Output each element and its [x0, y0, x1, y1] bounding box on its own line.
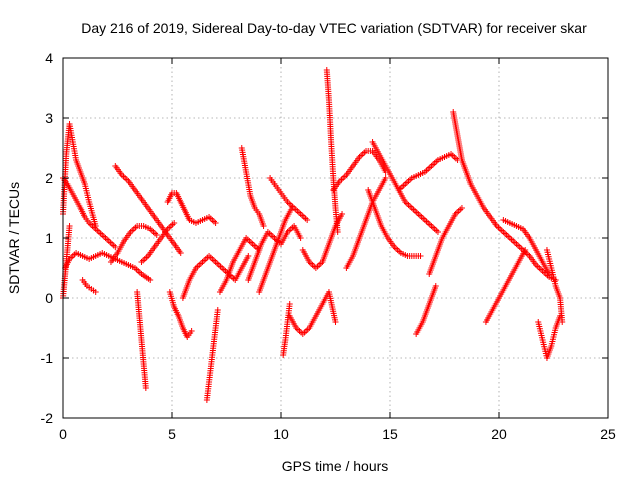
data-point — [260, 223, 267, 229]
series-track-q — [256, 205, 295, 295]
data-point — [339, 211, 346, 217]
series-track-m — [203, 307, 221, 403]
series-track-w — [330, 148, 389, 193]
x-axis-label: GPS time / hours — [282, 458, 389, 474]
data-point — [214, 307, 221, 313]
data-point — [546, 271, 553, 277]
series-track-g — [107, 223, 160, 265]
data-point — [417, 253, 424, 259]
series-track-k — [166, 289, 195, 340]
series-track-a — [60, 121, 99, 229]
series-track-o — [238, 145, 267, 229]
x-tick-label: 5 — [168, 426, 176, 442]
x-tick-label: 10 — [273, 426, 289, 442]
data-point — [212, 220, 219, 226]
series-track-s — [280, 301, 293, 358]
series-track-r — [267, 175, 311, 223]
data-point — [286, 301, 293, 307]
data-point — [245, 253, 252, 259]
y-tick-label: 1 — [45, 230, 53, 246]
data-point — [334, 229, 341, 235]
data-point — [458, 205, 465, 211]
series-track-y — [365, 187, 424, 259]
y-tick-label: 2 — [45, 170, 53, 186]
y-axis-label: SDTVAR / TECUs — [6, 182, 22, 294]
series-track-ag — [500, 217, 553, 277]
x-tick-label: 20 — [491, 426, 507, 442]
series-track-c — [62, 250, 154, 283]
series-track-ac — [426, 205, 465, 277]
series-track-j — [164, 190, 219, 226]
series-track-ab — [413, 283, 439, 337]
series-track-i — [138, 220, 178, 265]
series-track-d — [60, 223, 73, 301]
series-track-ai — [543, 247, 566, 325]
series-track-aa — [395, 151, 461, 193]
x-tick-label: 25 — [600, 426, 616, 442]
data-points — [60, 67, 566, 403]
data-point — [112, 244, 119, 250]
x-tick-label: 0 — [59, 426, 67, 442]
series-track-l — [179, 253, 252, 301]
data-point — [432, 283, 439, 289]
data-point — [382, 175, 389, 181]
series-track-f — [112, 163, 184, 256]
data-point — [559, 319, 566, 325]
y-tick-label: 4 — [45, 50, 53, 66]
series-track-ad — [450, 109, 474, 187]
y-tick-label: 0 — [45, 290, 53, 306]
data-point — [142, 385, 149, 391]
series-track-v — [323, 67, 341, 235]
data-point — [434, 229, 441, 235]
data-point — [147, 277, 154, 283]
series-track-e — [79, 277, 99, 295]
chart-title: Day 216 of 2019, Sidereal Day-to-day VTE… — [81, 20, 587, 36]
data-point — [332, 319, 339, 325]
y-tick-label: 3 — [45, 110, 53, 126]
series-track-x — [343, 175, 389, 271]
plot-frame — [62, 57, 609, 419]
data-point — [304, 217, 311, 223]
series-track-ah — [535, 313, 564, 361]
series-track-af — [482, 247, 529, 325]
series-track-p — [245, 223, 304, 283]
series-track-t — [286, 289, 339, 337]
series-track-b — [60, 175, 119, 250]
series-track-n — [216, 235, 263, 295]
data-point — [297, 235, 304, 241]
series-track-z — [369, 139, 441, 235]
data-point — [153, 232, 160, 238]
data-point — [522, 247, 529, 253]
x-tick-label: 15 — [382, 426, 398, 442]
y-tick-label: -1 — [41, 350, 54, 366]
data-point — [171, 220, 178, 226]
series-track-h — [134, 289, 149, 391]
data-point — [92, 289, 99, 295]
data-point — [177, 250, 184, 256]
y-tick-label: -2 — [41, 410, 54, 426]
data-point — [188, 328, 195, 334]
data-point — [66, 223, 73, 229]
